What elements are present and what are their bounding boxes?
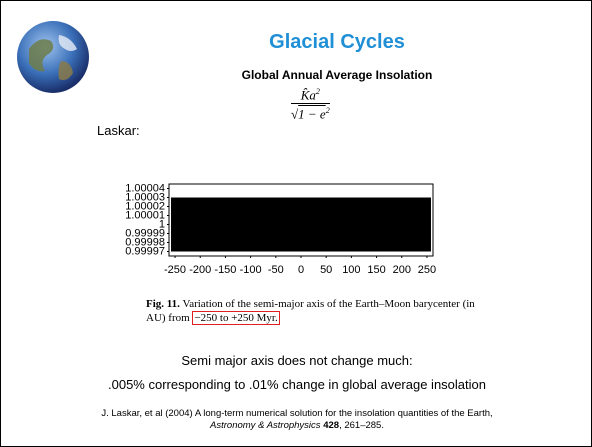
citation-pages: , 261–285. bbox=[339, 420, 384, 431]
y-tick-label: 0.99997 bbox=[125, 245, 165, 257]
x-tick-label: 100 bbox=[342, 264, 360, 276]
label: Laskar: bbox=[97, 123, 140, 138]
body-text: .005% corresponding to .01% change in gl… bbox=[108, 377, 486, 392]
chart: 1.000041.000031.000021.0000110.999990.99… bbox=[125, 182, 436, 276]
x-tick-label: 0 bbox=[298, 264, 304, 276]
body-text: Semi major axis does not change much: bbox=[181, 353, 413, 368]
caption-text: Variation of the semi-major axis of the … bbox=[146, 298, 475, 324]
x-tick-label: -150 bbox=[214, 264, 236, 276]
x-tick-label: -200 bbox=[189, 264, 211, 276]
y-tick-label: 1 bbox=[159, 218, 165, 230]
earth-icon bbox=[17, 21, 89, 93]
y-tick-label: 0.99998 bbox=[125, 236, 165, 248]
x-tick-label: -250 bbox=[164, 264, 186, 276]
y-tick-label: 1.00004 bbox=[125, 182, 165, 194]
formula-exp: 2 bbox=[315, 87, 320, 96]
citation-journal: Astronomy & Astrophysics bbox=[210, 420, 321, 431]
citation: J. Laskar, et al (2004) A long-term nume… bbox=[1, 408, 592, 432]
citation-text: J. Laskar, et al (2004) A long-term nume… bbox=[101, 408, 493, 419]
y-tick-label: 0.99999 bbox=[125, 227, 165, 239]
y-tick-label: 1.00002 bbox=[125, 200, 165, 212]
x-tick-label: -50 bbox=[268, 264, 284, 276]
formula-text: 1 − e bbox=[298, 106, 326, 122]
x-tick-label: 250 bbox=[418, 264, 436, 276]
citation-volume: 428 bbox=[323, 420, 340, 431]
x-tick-label: 200 bbox=[393, 264, 411, 276]
oscillation-band bbox=[171, 197, 431, 252]
x-tick-label: 150 bbox=[367, 264, 385, 276]
x-tick-label: 50 bbox=[320, 264, 332, 276]
caption-label: Fig. 11. bbox=[146, 298, 180, 310]
x-tick-label: -100 bbox=[240, 264, 262, 276]
formula-exp: 2 bbox=[325, 106, 330, 116]
caption: Fig. 11. Variation of the semi-major axi… bbox=[146, 297, 486, 325]
formula-text: K̂a bbox=[300, 87, 316, 103]
formula: K̂a2 √1 − e2 bbox=[291, 87, 330, 122]
title: Glacial Cycles bbox=[269, 31, 405, 53]
y-tick-label: 1.00001 bbox=[125, 209, 165, 221]
caption-boxed: −250 to +250 Myr. bbox=[192, 311, 280, 325]
subtitle: Global Annual Average Insolation bbox=[241, 68, 433, 82]
y-tick-label: 1.00003 bbox=[125, 191, 165, 203]
